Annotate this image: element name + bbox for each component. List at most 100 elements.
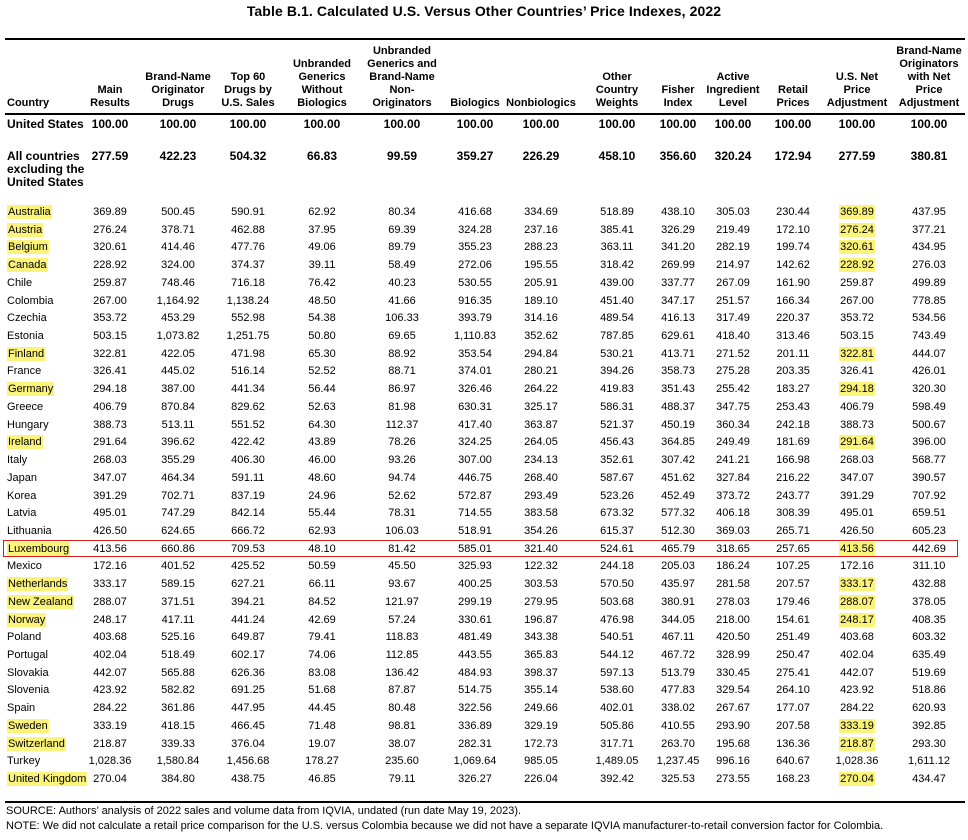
- country-name: Finland: [7, 347, 46, 361]
- value-cell-other-weights: 540.51: [572, 631, 662, 644]
- value-cell-brand: 401.52: [133, 560, 223, 573]
- value-cell-unbranded-non: 38.07: [357, 738, 447, 751]
- value-text: 179.46: [776, 596, 810, 608]
- country-cell: Austria: [7, 223, 92, 237]
- value-cell-retail: 243.77: [748, 490, 838, 503]
- value-text: 186.24: [716, 560, 750, 572]
- value-cell-brand: 464.34: [133, 472, 223, 485]
- value-text: 100.00: [774, 117, 812, 131]
- country-name: Ireland: [7, 435, 43, 449]
- value-text: 378.71: [161, 224, 195, 236]
- value-cell-active: 186.24: [688, 560, 778, 573]
- country-cell: Norway: [7, 613, 92, 627]
- value-text: 422.05: [161, 348, 195, 360]
- value-text: 100.00: [456, 117, 494, 131]
- value-text: 406.30: [231, 454, 265, 466]
- col-header-line: Level: [718, 97, 748, 109]
- value-text: 251.57: [716, 295, 750, 307]
- value-cell-biologics: 630.31: [430, 401, 520, 414]
- value-cell-us-net: 228.92: [812, 258, 902, 272]
- country-name: Germany: [7, 382, 55, 396]
- value-text: 228.92: [93, 259, 127, 271]
- value-cell-brand-net: 276.03: [884, 259, 968, 272]
- value-text: 44.45: [308, 702, 336, 714]
- value-text: 481.49: [458, 631, 492, 643]
- value-text: 142.62: [776, 259, 810, 271]
- value-text: 314.16: [524, 312, 558, 324]
- value-text: 464.34: [161, 472, 195, 484]
- value-text: 426.50: [840, 525, 874, 537]
- value-cell-main: 259.87: [65, 277, 155, 290]
- value-text: 99.59: [386, 149, 418, 163]
- value-cell-brand: 417.11: [133, 614, 223, 627]
- value-text: 432.88: [912, 578, 946, 590]
- value-cell-main: 288.07: [65, 596, 155, 609]
- value-text: 376.04: [231, 738, 265, 750]
- value-cell-other-weights: 392.42: [572, 773, 662, 786]
- value-text: 434.47: [912, 773, 946, 785]
- value-cell-us-net: 353.72: [812, 312, 902, 325]
- value-cell-fisher: 269.99: [633, 259, 723, 272]
- value-text: 870.84: [161, 401, 195, 413]
- value-cell-brand-net: 518.86: [884, 684, 968, 697]
- value-cell-main: 423.92: [65, 684, 155, 697]
- value-cell-fisher: 438.10: [633, 206, 723, 219]
- value-cell-top60: 829.62: [203, 401, 293, 414]
- value-cell-brand: 500.45: [133, 206, 223, 219]
- value-cell-nonbiologics: 279.95: [496, 596, 586, 609]
- value-cell-other-weights: 456.43: [572, 436, 662, 449]
- value-text: 402.04: [93, 649, 127, 661]
- value-text: 106.03: [385, 525, 419, 537]
- value-text: 326.27: [458, 773, 492, 785]
- value-cell-us-net: 442.07: [812, 667, 902, 680]
- country-name: Belgium: [7, 240, 49, 254]
- value-cell-retail: 168.23: [748, 773, 838, 786]
- value-text: 568.77: [912, 454, 946, 466]
- value-text: 284.22: [840, 702, 874, 714]
- value-text: 524.61: [600, 543, 634, 555]
- value-cell-active: 251.57: [688, 295, 778, 308]
- value-cell-fisher: 100.00: [633, 118, 723, 131]
- value-cell-active: 420.50: [688, 631, 778, 644]
- value-text: 333.17: [839, 577, 875, 591]
- value-text: 237.16: [524, 224, 558, 236]
- country-name: Turkey: [7, 755, 41, 767]
- value-text: 916.35: [458, 295, 492, 307]
- col-header-top60: Top 60 Drugs by U.S. Sales: [203, 44, 293, 110]
- value-text: 442.69: [912, 543, 946, 555]
- value-cell-brand: 453.29: [133, 312, 223, 325]
- country-cell: Italy: [7, 454, 92, 467]
- value-text: 268.40: [524, 472, 558, 484]
- country-name: Austria: [7, 223, 44, 237]
- value-text: 1,138.24: [226, 295, 270, 307]
- value-text: 591.11: [231, 472, 265, 484]
- country-name: Italy: [7, 454, 28, 466]
- col-header-line: Nonbiologics: [506, 97, 576, 109]
- value-cell-us-net: 322.81: [812, 347, 902, 361]
- value-text: 49.06: [308, 241, 336, 253]
- value-cell-unbranded-non: 81.98: [357, 401, 447, 414]
- value-text: 325.93: [458, 560, 492, 572]
- col-header-line: Weights: [595, 97, 639, 109]
- value-cell-main: 442.07: [65, 667, 155, 680]
- value-text: 359.27: [456, 149, 494, 163]
- value-text: 403.68: [840, 631, 874, 643]
- value-cell-biologics: 299.19: [430, 596, 520, 609]
- value-text: 577.32: [661, 507, 695, 519]
- value-cell-nonbiologics: 196.87: [496, 614, 586, 627]
- value-text: 265.71: [776, 525, 810, 537]
- value-cell-brand-net: 434.95: [884, 241, 968, 254]
- value-cell-fisher: 467.11: [633, 631, 723, 644]
- col-header-line: Unbranded: [372, 45, 432, 57]
- value-text: 52.63: [308, 401, 336, 413]
- value-cell-active: 406.18: [688, 507, 778, 520]
- value-text: 392.42: [600, 773, 634, 785]
- value-cell-us-net: 333.19: [812, 719, 902, 733]
- value-cell-fisher: 307.42: [633, 454, 723, 467]
- value-cell-unbranded-generics: 46.85: [277, 773, 367, 786]
- value-text: 337.77: [661, 277, 695, 289]
- value-text: 518.91: [458, 525, 492, 537]
- value-cell-unbranded-non: 58.49: [357, 259, 447, 272]
- value-text: 398.37: [524, 667, 558, 679]
- col-header-line: Results: [90, 97, 130, 109]
